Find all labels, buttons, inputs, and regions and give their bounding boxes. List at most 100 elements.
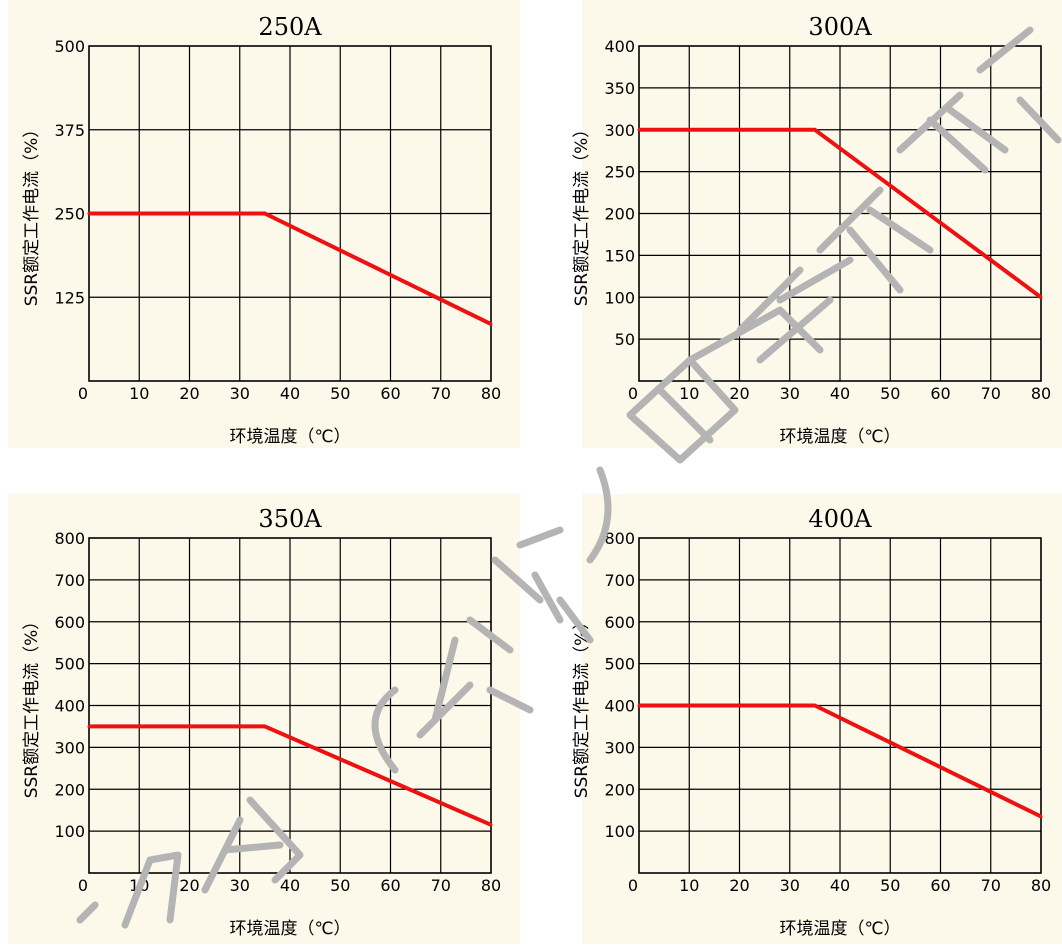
x-axis-label: 环境温度（℃） — [779, 919, 900, 939]
x-tick-label: 0 — [78, 384, 88, 403]
chart-panel-background — [582, 0, 1062, 448]
watermark-stroke — [736, 256, 854, 364]
y-tick-label: 50 — [615, 330, 635, 349]
x-tick-label: 10 — [679, 876, 699, 895]
series-point — [489, 322, 493, 326]
watermark-stroke — [816, 186, 934, 294]
y-tick-label: 100 — [604, 288, 635, 307]
x-tick-label: 40 — [280, 384, 300, 403]
y-tick-label: 125 — [54, 288, 85, 307]
y-tick-label: 500 — [604, 655, 635, 674]
x-tick-label: 50 — [330, 876, 350, 895]
chart-title: 250A — [258, 13, 322, 41]
y-tick-label: 100 — [604, 822, 635, 841]
x-tick-label: 40 — [830, 876, 850, 895]
y-axis-label: SSR额定工作电流（%） — [572, 613, 592, 799]
series-point — [813, 128, 817, 132]
y-axis-label: SSR额定工作电流（%） — [22, 613, 42, 799]
x-tick-label: 70 — [431, 876, 451, 895]
y-tick-label: 500 — [54, 37, 85, 56]
chart-panel-background — [582, 494, 1062, 944]
chart-0: 250A 0 10 20 30 40 50 60 70 80 125 250 375 500 环境温度（℃）… — [8, 0, 520, 448]
plot-frame — [638, 45, 1042, 382]
x-tick-label: 30 — [230, 876, 250, 895]
y-tick-label: 600 — [604, 613, 635, 632]
y-tick-label: 200 — [604, 205, 635, 224]
x-tick-label: 0 — [78, 876, 88, 895]
x-tick-label: 80 — [481, 384, 501, 403]
x-tick-label: 60 — [930, 876, 950, 895]
watermark-stroke — [586, 466, 612, 564]
y-tick-label: 800 — [54, 529, 85, 548]
x-tick-label: 70 — [981, 876, 1001, 895]
x-tick-label: 70 — [981, 384, 1001, 403]
series-point — [489, 823, 493, 827]
watermark-stroke — [76, 901, 99, 924]
y-tick-label: 400 — [54, 697, 85, 716]
y-tick-label: 300 — [54, 738, 85, 757]
x-axis-label: 环境温度（℃） — [229, 427, 350, 447]
y-tick-label: 800 — [604, 529, 635, 548]
y-tick-label: 400 — [604, 37, 635, 56]
y-tick-label: 500 — [54, 655, 85, 674]
series-point — [1039, 295, 1043, 299]
y-tick-label: 100 — [54, 822, 85, 841]
watermark-stroke — [121, 851, 182, 929]
x-tick-label: 50 — [880, 876, 900, 895]
x-tick-label: 10 — [129, 384, 149, 403]
series-point — [813, 704, 817, 707]
x-tick-label: 20 — [179, 876, 199, 895]
series-point — [637, 704, 641, 707]
watermark-stroke — [491, 526, 594, 644]
series-point — [87, 212, 91, 215]
y-tick-label: 250 — [604, 163, 635, 182]
y-tick-label: 400 — [604, 697, 635, 716]
x-tick-label: 80 — [1031, 384, 1051, 403]
x-tick-label: 70 — [431, 384, 451, 403]
x-tick-label: 0 — [628, 384, 638, 403]
x-tick-label: 20 — [729, 384, 749, 403]
y-tick-label: 150 — [604, 246, 635, 265]
watermark-stroke — [371, 686, 399, 774]
chart-title: 400A — [808, 505, 872, 533]
chart-title: 350A — [258, 505, 322, 533]
y-tick-label: 300 — [604, 738, 635, 757]
x-tick-label: 40 — [280, 876, 300, 895]
x-tick-label: 60 — [930, 384, 950, 403]
chart-3: 400A 0 10 20 30 40 50 60 70 80 100 200 300 400 500 600 7… — [572, 494, 1062, 944]
x-tick-label: 50 — [330, 384, 350, 403]
x-tick-label: 10 — [679, 384, 699, 403]
x-tick-label: 60 — [380, 876, 400, 895]
watermark-stroke — [416, 616, 534, 739]
x-tick-label: 30 — [780, 384, 800, 403]
y-tick-label: 200 — [54, 780, 85, 799]
watermark-stroke — [976, 26, 1062, 144]
y-tick-label: 700 — [604, 571, 635, 590]
y-tick-label: 200 — [604, 780, 635, 799]
x-tick-label: 40 — [830, 384, 850, 403]
series-point — [87, 724, 91, 728]
watermark-stroke — [896, 91, 1009, 174]
series-point — [263, 212, 267, 215]
chart-panel-background — [8, 0, 520, 448]
chart-title: 300A — [808, 13, 872, 41]
x-tick-label: 60 — [380, 384, 400, 403]
watermark-stroke — [201, 796, 304, 894]
x-tick-label: 0 — [628, 876, 638, 895]
y-axis-label: SSR额定工作电流（%） — [22, 121, 42, 307]
x-tick-label: 80 — [1031, 876, 1051, 895]
x-tick-label: 20 — [179, 384, 199, 403]
series-point — [263, 724, 267, 728]
watermark-stroke — [626, 306, 824, 464]
chart-1: 300A 0 10 20 30 40 50 60 70 80 50 100 150 200 250 300 35… — [572, 0, 1062, 448]
y-tick-label: 300 — [604, 121, 635, 140]
x-tick-label: 50 — [880, 384, 900, 403]
x-tick-label: 30 — [780, 876, 800, 895]
plot-frame — [88, 537, 492, 874]
y-tick-label: 350 — [604, 79, 635, 98]
y-tick-label: 375 — [54, 121, 85, 140]
y-tick-label: 700 — [54, 571, 85, 590]
